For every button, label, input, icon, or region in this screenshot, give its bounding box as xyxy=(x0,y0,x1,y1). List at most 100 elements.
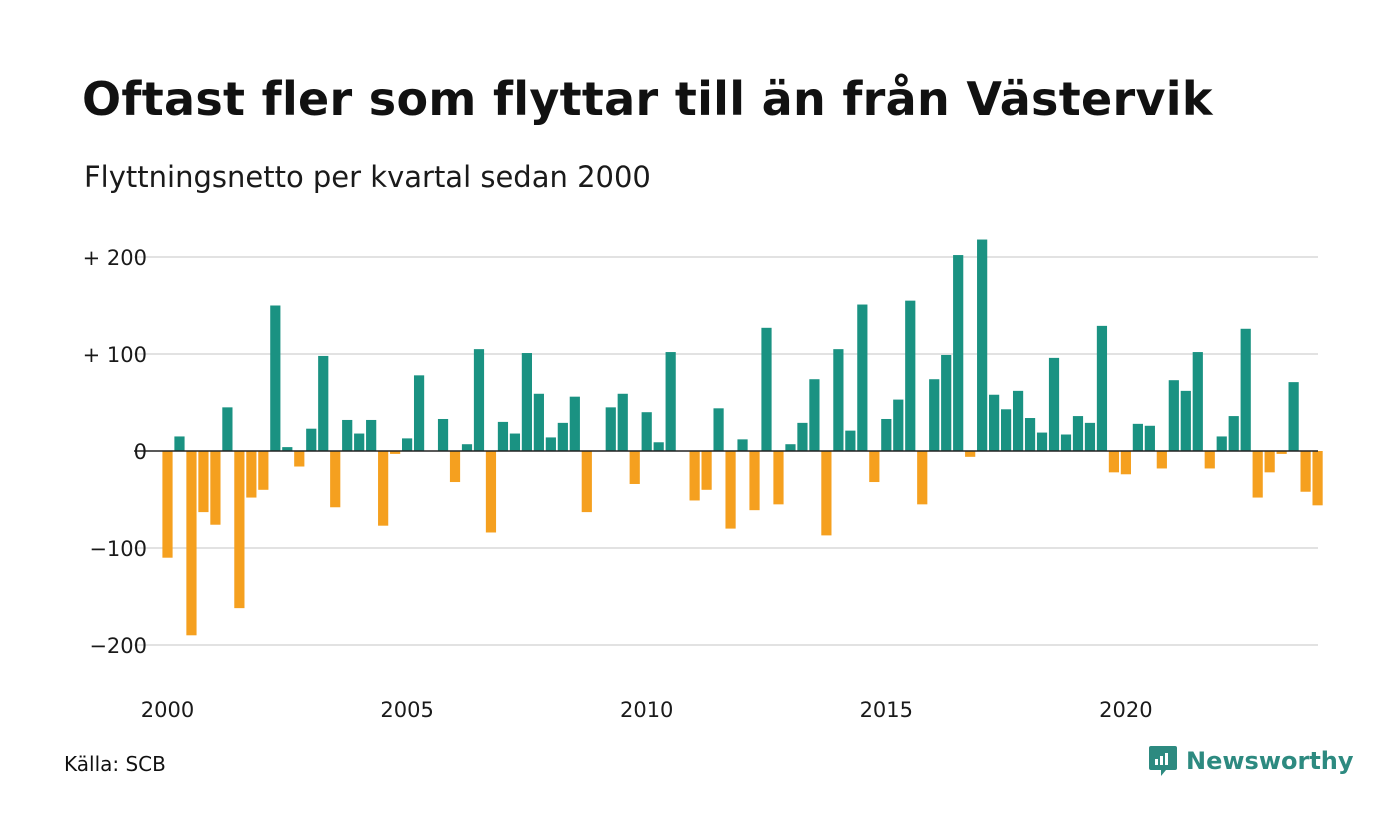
bar xyxy=(485,451,497,533)
source-note: Källa: SCB xyxy=(64,752,166,776)
bar xyxy=(378,451,389,526)
bar xyxy=(1048,357,1060,451)
bar xyxy=(198,451,209,513)
bar xyxy=(222,407,233,451)
x-tick-label: 2020 xyxy=(1099,698,1152,722)
bar xyxy=(1204,451,1215,469)
bar xyxy=(473,349,485,451)
bar xyxy=(1132,423,1143,451)
bar xyxy=(809,379,820,451)
bar xyxy=(461,444,473,451)
bar xyxy=(1108,451,1120,473)
bar xyxy=(881,418,892,451)
bar xyxy=(294,451,305,467)
y-axis-labels: + 200 + 100 0 −100 −200 xyxy=(83,246,147,658)
bar xyxy=(833,349,844,451)
bar xyxy=(390,451,401,454)
bar xyxy=(1036,432,1048,451)
y-tick-label: + 100 xyxy=(83,343,147,367)
bar xyxy=(665,352,676,451)
bar xyxy=(1120,451,1131,475)
bar xyxy=(366,419,377,451)
bar xyxy=(785,444,796,451)
chart-title: Oftast fler som flyttar till än från Väs… xyxy=(82,72,1213,126)
bar xyxy=(773,451,784,505)
bar xyxy=(521,353,532,451)
bar xyxy=(270,305,281,451)
bar xyxy=(569,396,580,451)
y-tick-label: 0 xyxy=(134,440,147,464)
bar xyxy=(1072,416,1084,451)
bar xyxy=(402,438,413,451)
bar xyxy=(342,419,353,451)
bar xyxy=(1276,451,1287,454)
bar xyxy=(713,408,724,451)
bar xyxy=(330,451,341,508)
bar xyxy=(1180,390,1191,451)
bars xyxy=(162,239,1323,636)
y-tick-label: −200 xyxy=(89,634,147,658)
bar xyxy=(941,354,952,451)
bar xyxy=(449,451,461,483)
y-tick-label: + 200 xyxy=(83,246,147,270)
bar xyxy=(845,430,856,451)
bar xyxy=(857,304,868,451)
bar xyxy=(641,412,652,451)
bar xyxy=(210,451,221,525)
bar xyxy=(306,428,317,451)
bar xyxy=(953,255,964,451)
bar xyxy=(533,393,544,451)
bar xyxy=(605,407,616,451)
bar xyxy=(1012,390,1024,451)
bar xyxy=(437,418,449,451)
bar xyxy=(545,437,556,451)
bar xyxy=(1264,451,1275,473)
bar xyxy=(234,451,245,609)
x-tick-label: 2010 xyxy=(620,698,673,722)
bar xyxy=(725,451,736,529)
bar xyxy=(1312,451,1323,506)
chart-subtitle: Flyttningsnetto per kvartal sedan 2000 xyxy=(84,160,651,194)
bar xyxy=(1228,416,1239,451)
bar xyxy=(1216,436,1227,451)
x-tick-label: 2000 xyxy=(141,698,194,722)
bar xyxy=(989,394,1000,451)
bar xyxy=(1156,451,1167,469)
bar xyxy=(413,375,425,451)
newsworthy-logo-icon xyxy=(1149,746,1177,776)
x-tick-label: 2005 xyxy=(380,698,433,722)
bar xyxy=(1168,380,1179,451)
bar xyxy=(821,451,832,536)
grid-lines xyxy=(134,256,1318,646)
bar xyxy=(749,451,760,511)
bar xyxy=(1288,382,1299,451)
bar xyxy=(629,451,640,484)
bar xyxy=(509,433,521,451)
bar xyxy=(318,355,329,451)
bar xyxy=(617,393,628,451)
bar xyxy=(917,451,928,505)
bar xyxy=(1192,352,1203,451)
bar xyxy=(1060,434,1072,451)
bar xyxy=(174,436,185,451)
bar xyxy=(1240,328,1251,451)
bar xyxy=(905,300,916,451)
bar xyxy=(1024,418,1036,451)
bar xyxy=(929,379,940,451)
bar xyxy=(246,451,257,498)
bar xyxy=(162,451,173,558)
bar xyxy=(557,422,568,451)
bar xyxy=(737,439,748,451)
bar xyxy=(893,399,904,451)
bar xyxy=(689,451,700,501)
bar xyxy=(1252,451,1263,498)
brand-name: Newsworthy xyxy=(1186,747,1354,775)
bar xyxy=(965,451,976,457)
bar xyxy=(701,451,712,490)
bar xyxy=(1096,325,1108,451)
newsworthy-logo: Newsworthy xyxy=(1148,744,1354,778)
bar xyxy=(653,442,664,451)
bar xyxy=(869,451,880,483)
bar xyxy=(186,451,197,636)
bar xyxy=(1084,422,1096,451)
